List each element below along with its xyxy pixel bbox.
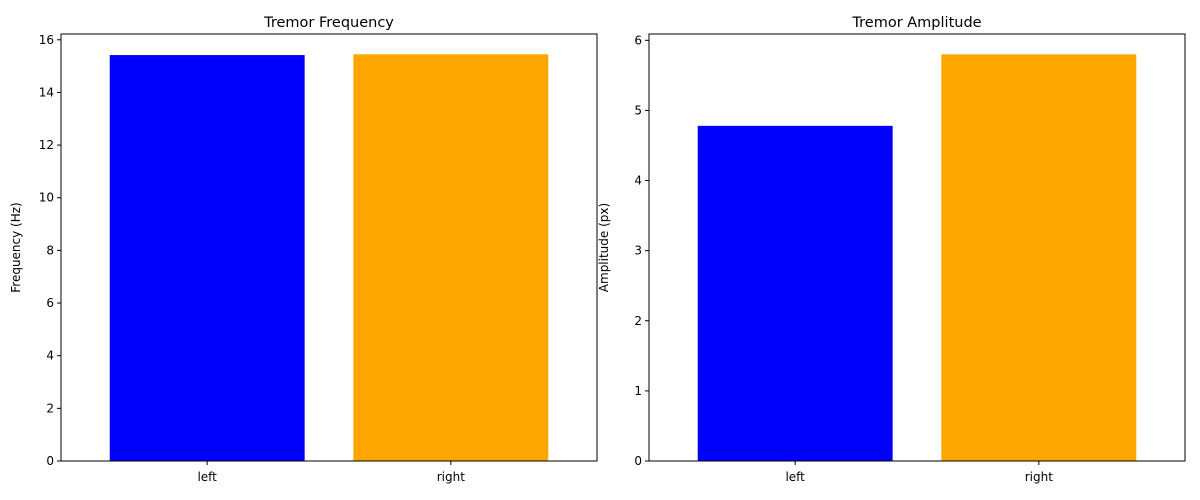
y-tick-label: 3 [634, 244, 642, 258]
x-tick-label: right [1025, 470, 1053, 484]
y-tick-label: 12 [39, 138, 54, 152]
bar-right [353, 54, 549, 461]
x-ticks: left right [197, 461, 465, 484]
bar-left [109, 55, 305, 461]
x-tick-label: left [197, 470, 217, 484]
y-tick-label: 6 [46, 296, 54, 310]
plot-frame [648, 33, 1186, 462]
y-tick-label: 14 [39, 85, 54, 99]
y-tick-label: 2 [46, 401, 54, 415]
y-tick-label: 0 [634, 454, 642, 468]
frequency-chart: Tremor Frequency Frequency (Hz) 0 2 4 6 8 10 1… [9, 15, 598, 484]
x-ticks: left right [785, 461, 1053, 484]
bar-group [697, 54, 1137, 461]
y-tick-label: 6 [634, 33, 642, 47]
y-tick-label: 5 [634, 103, 642, 117]
y-tick-label: 10 [39, 191, 54, 205]
bar-left [697, 125, 893, 461]
bar-group [109, 54, 549, 461]
y-axis-label: Amplitude (px) [597, 203, 611, 292]
chart-title: Tremor Amplitude [851, 15, 981, 31]
y-tick-label: 2 [634, 314, 642, 328]
bar-right [941, 54, 1137, 461]
x-tick-label: right [437, 470, 465, 484]
y-tick-label: 4 [634, 174, 642, 188]
amplitude-chart: Tremor Amplitude Amplitude (px) 0123456 … [597, 15, 1186, 484]
y-tick-label: 8 [46, 243, 54, 257]
chart-title: Tremor Frequency [263, 15, 394, 31]
y-tick-label: 16 [39, 33, 54, 47]
y-axis-label: Frequency (Hz) [9, 202, 23, 293]
x-tick-label: left [785, 470, 805, 484]
plot-frame [60, 33, 598, 462]
y-tick-label: 1 [634, 384, 642, 398]
y-tick-label: 4 [46, 349, 54, 363]
y-ticks: 0 2 4 6 8 10 12 14 16 [39, 33, 61, 468]
y-tick-label: 0 [46, 454, 54, 468]
y-ticks: 0 1 2 3 4 5 6 [634, 33, 649, 468]
